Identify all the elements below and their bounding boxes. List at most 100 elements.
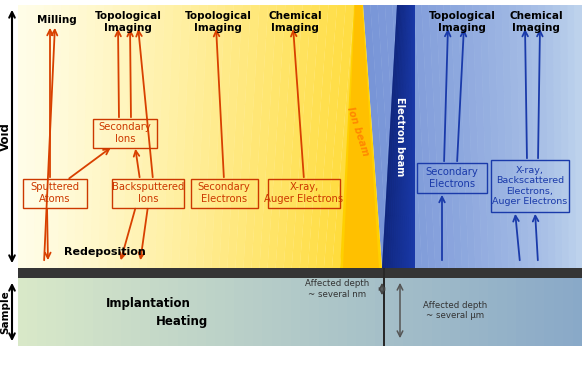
Polygon shape (494, 5, 509, 268)
Text: Sputtered
Atoms: Sputtered Atoms (30, 182, 80, 204)
Text: Implantation: Implantation (105, 297, 191, 311)
Bar (18, 278, 27, 346)
Polygon shape (187, 5, 208, 268)
Polygon shape (211, 5, 233, 268)
Bar (356, 278, 366, 346)
Polygon shape (243, 5, 268, 268)
Polygon shape (195, 5, 216, 268)
Text: Chemical
Imaging: Chemical Imaging (268, 11, 322, 33)
Bar (422, 278, 432, 346)
Bar (413, 278, 422, 346)
Polygon shape (382, 5, 398, 268)
Polygon shape (553, 5, 562, 268)
Polygon shape (391, 5, 403, 268)
Text: Ion beam: Ion beam (345, 106, 370, 158)
Bar (573, 278, 582, 346)
Polygon shape (203, 5, 225, 268)
Text: Secondary
Electrons: Secondary Electrons (426, 167, 479, 189)
Bar (554, 278, 563, 346)
Polygon shape (517, 5, 529, 268)
Bar (140, 278, 150, 346)
Bar (243, 278, 253, 346)
Polygon shape (392, 5, 415, 268)
Polygon shape (487, 5, 502, 268)
Polygon shape (388, 5, 402, 268)
Text: Affected depth
~ several nm: Affected depth ~ several nm (305, 279, 369, 299)
Polygon shape (340, 5, 382, 268)
Polygon shape (407, 5, 429, 268)
Polygon shape (404, 5, 410, 268)
Bar (281, 278, 291, 346)
Text: Secondary
Ions: Secondary Ions (99, 122, 152, 144)
Polygon shape (402, 5, 409, 268)
Bar (37, 278, 46, 346)
Polygon shape (387, 5, 401, 268)
Polygon shape (308, 5, 337, 268)
Polygon shape (228, 5, 251, 268)
Bar (300, 278, 309, 346)
Polygon shape (421, 5, 442, 268)
Polygon shape (397, 5, 407, 268)
Polygon shape (395, 5, 405, 268)
Polygon shape (147, 5, 164, 268)
Bar (46, 278, 56, 346)
Text: X-ray,
Auger Electrons: X-ray, Auger Electrons (264, 182, 343, 204)
Bar (272, 278, 281, 346)
Bar (309, 278, 319, 346)
Polygon shape (538, 5, 549, 268)
Bar (225, 278, 234, 346)
Text: Topological
Imaging: Topological Imaging (95, 11, 161, 33)
Polygon shape (363, 5, 388, 268)
Polygon shape (408, 5, 412, 268)
Polygon shape (524, 5, 535, 268)
Text: Secondary
Electrons: Secondary Electrons (198, 182, 250, 204)
Polygon shape (414, 5, 435, 268)
Polygon shape (567, 5, 575, 268)
Bar (150, 278, 159, 346)
Polygon shape (429, 5, 449, 268)
Bar (384, 278, 394, 346)
Polygon shape (343, 5, 379, 268)
Bar (535, 278, 545, 346)
Polygon shape (219, 5, 242, 268)
Bar (479, 278, 488, 346)
Bar (375, 278, 384, 346)
Polygon shape (18, 5, 363, 268)
Bar (197, 278, 206, 346)
Polygon shape (509, 5, 522, 268)
Text: Backsputtered
Ions: Backsputtered Ions (112, 182, 184, 204)
Polygon shape (458, 5, 476, 268)
Bar (394, 278, 404, 346)
Polygon shape (130, 5, 147, 268)
Polygon shape (377, 5, 402, 268)
Polygon shape (382, 5, 415, 268)
Text: Redeposition: Redeposition (64, 247, 146, 257)
Polygon shape (502, 5, 515, 268)
Bar (18, 268, 582, 278)
Polygon shape (450, 5, 469, 268)
Text: Sample: Sample (0, 290, 10, 334)
Bar (131, 278, 140, 346)
Bar (159, 278, 168, 346)
Bar (404, 278, 413, 346)
Polygon shape (384, 5, 400, 268)
Polygon shape (400, 5, 408, 268)
Text: Void: Void (0, 122, 12, 151)
Text: Milling: Milling (37, 15, 77, 25)
Bar (525, 278, 535, 346)
Bar (56, 278, 65, 346)
Bar (27, 278, 37, 346)
Polygon shape (155, 5, 173, 268)
Bar (383, 268, 385, 346)
Text: Affected depth
~ several μm: Affected depth ~ several μm (423, 301, 487, 320)
Polygon shape (115, 5, 130, 268)
Polygon shape (370, 5, 395, 268)
Polygon shape (98, 5, 113, 268)
Bar (319, 278, 328, 346)
Polygon shape (480, 5, 495, 268)
Polygon shape (436, 5, 455, 268)
Bar (291, 278, 300, 346)
Polygon shape (74, 5, 87, 268)
Text: Electron beam: Electron beam (395, 97, 405, 176)
Bar (488, 278, 497, 346)
